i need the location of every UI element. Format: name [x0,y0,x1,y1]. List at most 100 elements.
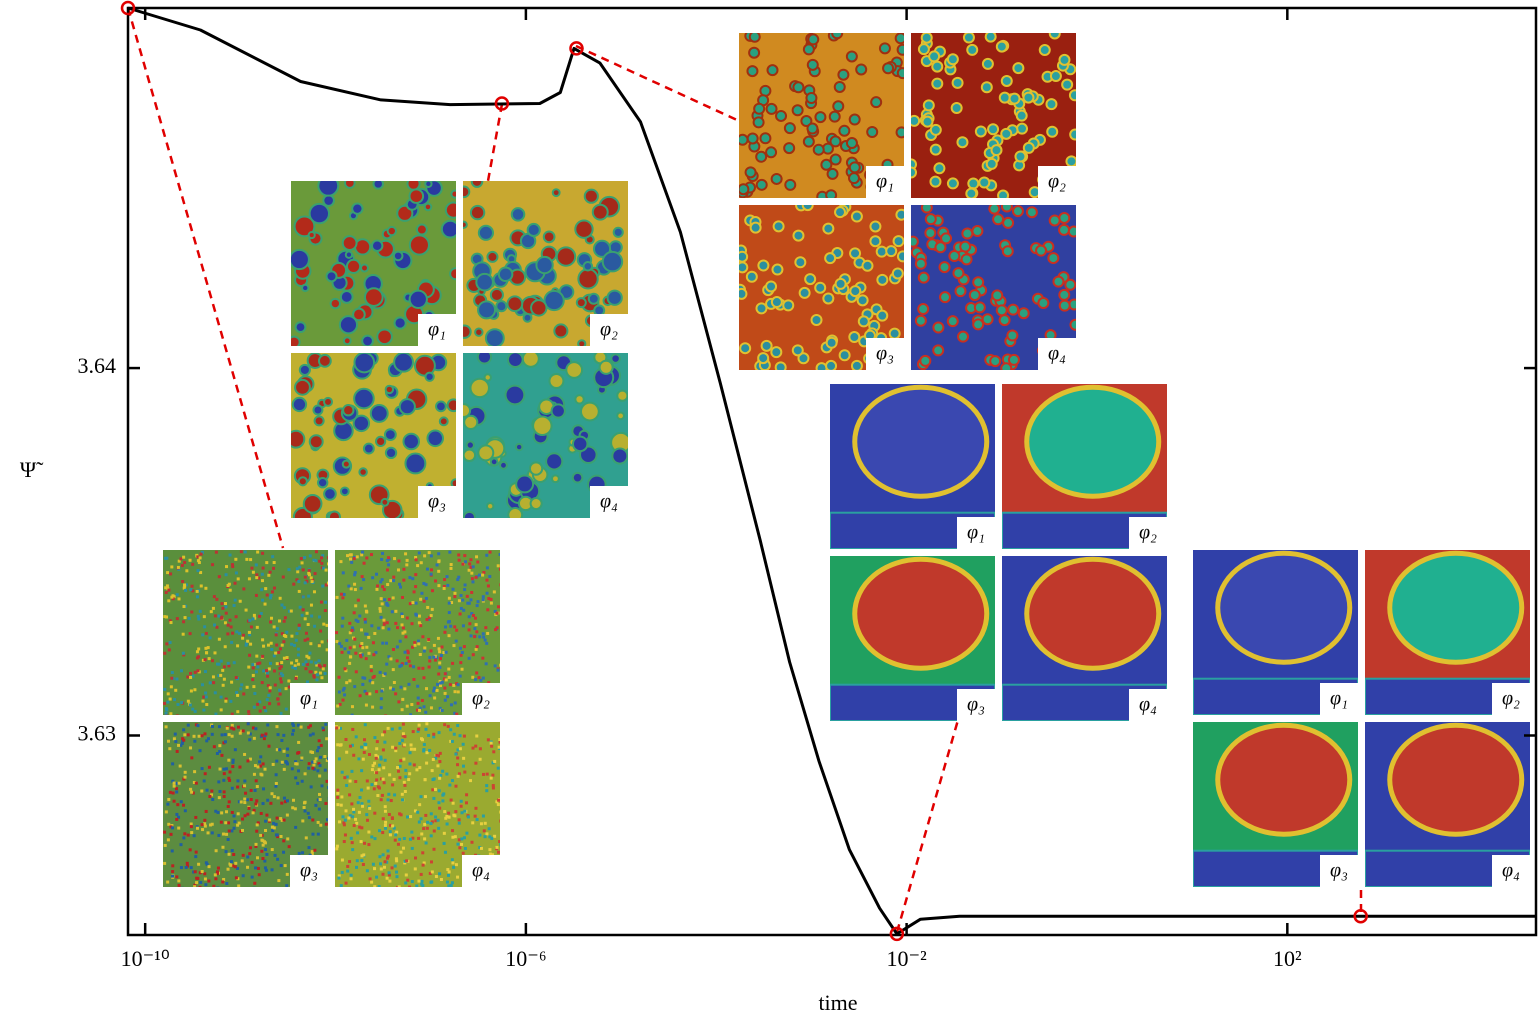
noise [379,757,383,761]
noise [390,817,394,821]
noise [358,796,362,800]
noise [456,724,460,728]
noise [395,875,399,879]
noise [378,607,382,611]
noise [264,868,268,872]
noise [425,618,429,622]
dot [801,205,814,212]
noise [169,832,173,836]
noise [349,836,353,840]
noise [286,753,290,757]
dot [783,122,796,135]
noise [399,685,403,689]
noise [303,809,307,813]
noise [285,884,289,887]
blob [476,353,493,365]
noise [468,562,472,566]
noise [225,565,229,569]
noise [204,646,208,650]
noise [194,723,198,727]
blob [463,403,472,418]
noise [272,586,276,590]
noise [177,879,181,883]
noise [360,802,364,806]
dot [896,250,904,263]
noise [482,571,486,575]
blob [294,378,311,396]
noise [189,787,193,791]
y-tick-label: 3.63 [78,721,117,746]
noise [264,587,268,591]
noise [487,681,491,685]
noise [308,651,312,655]
noise [446,724,450,728]
noise [188,848,192,852]
noise [382,673,386,677]
noise [256,665,260,669]
noise [483,835,487,839]
dot [929,175,942,188]
noise [219,659,223,663]
noise [261,762,265,766]
noise [388,879,392,883]
noise [401,722,405,726]
noise [217,833,221,837]
noise [168,747,172,751]
noise [397,700,401,704]
dot [919,354,932,367]
noise [471,821,475,825]
noise [227,800,231,804]
noise [387,655,391,659]
noise [267,693,271,697]
noise [348,646,352,650]
x-tick-label: 10⁻¹⁰ [121,946,170,971]
noise [379,862,383,866]
noise [348,814,352,818]
noise [422,827,426,831]
dot [814,281,827,294]
noise [175,781,179,785]
noise [290,767,294,771]
noise [369,553,373,557]
noise [287,568,291,572]
noise [270,848,274,852]
noise [394,833,398,837]
dot [755,178,768,191]
blob [360,263,369,273]
blob [446,398,456,413]
noise [313,572,317,576]
noise [419,624,423,628]
noise [360,575,364,579]
noise [382,618,386,622]
dot [1038,44,1051,57]
noise [243,550,247,554]
noise [175,812,179,816]
noise [313,624,317,628]
noise [386,726,390,730]
noise [225,832,229,836]
noise [450,881,454,885]
noise [449,728,453,732]
noise [473,814,477,818]
blob [583,188,599,204]
blob [477,300,497,320]
noise [364,609,368,613]
noise [300,779,304,783]
noise [290,661,294,665]
noise [373,885,377,887]
noise [176,803,180,807]
noise [361,863,365,867]
noise [307,766,311,770]
dot [820,158,833,171]
noise [335,631,339,635]
noise [229,699,233,703]
noise [264,732,268,736]
noise [207,879,211,883]
noise [380,578,384,582]
noise [239,687,243,691]
noise [261,638,265,642]
dot [892,235,904,248]
blob [384,446,398,460]
noise [371,681,375,685]
noise [307,594,311,598]
